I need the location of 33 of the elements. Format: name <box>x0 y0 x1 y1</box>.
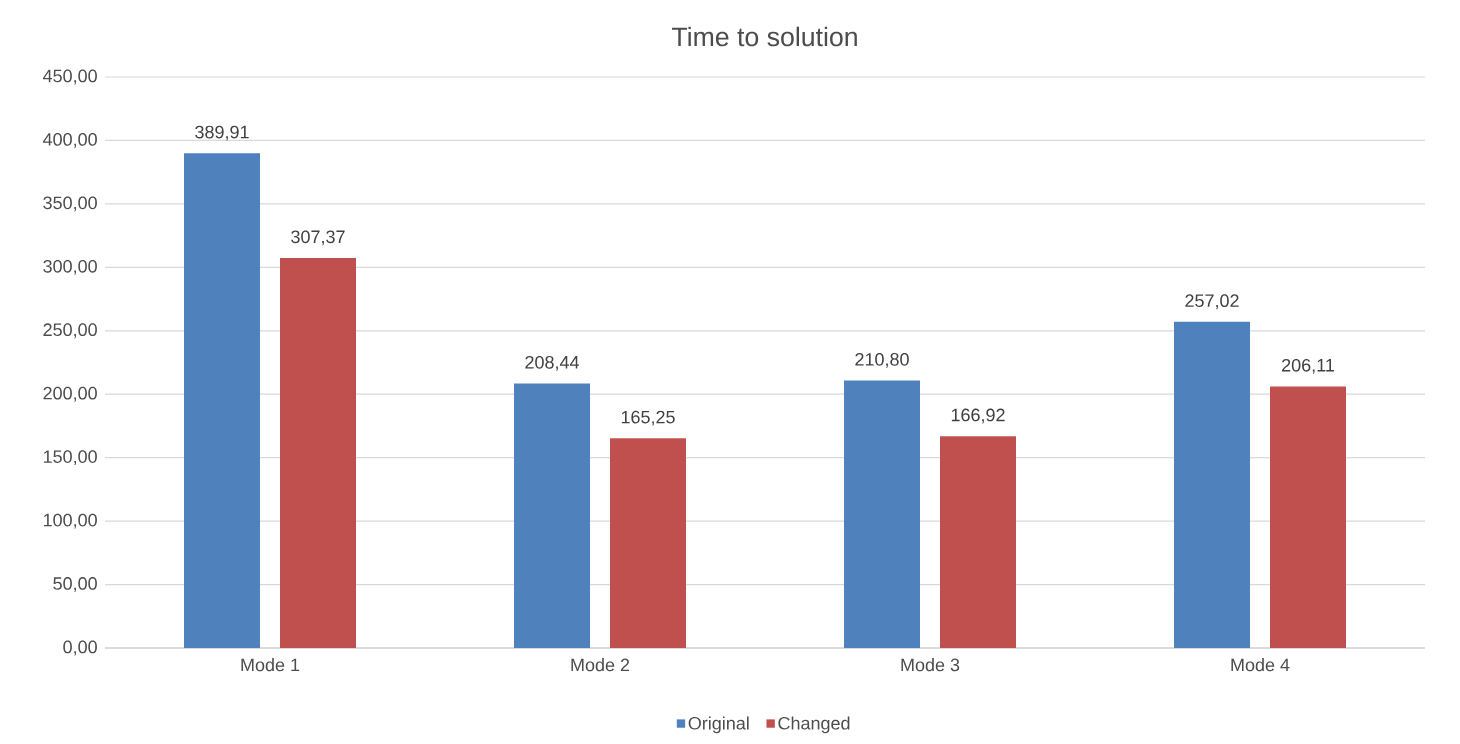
bar <box>844 380 921 648</box>
y-tick-label: 100,00 <box>43 513 97 529</box>
x-tick-label: Mode 4 <box>1231 658 1290 672</box>
chart-title: Time to solution <box>671 26 857 47</box>
x-tick-label: Mode 3 <box>901 658 960 672</box>
data-label: 307,37 <box>291 230 345 246</box>
y-tick-label: 200,00 <box>43 386 97 402</box>
data-label: 166,92 <box>951 408 1005 424</box>
y-tick-label: 450,00 <box>42 69 97 85</box>
data-label: 389,91 <box>195 125 249 141</box>
legend-label: Original <box>688 716 749 734</box>
legend-label: Changed <box>778 716 850 734</box>
y-tick-label: 250,00 <box>43 323 97 339</box>
data-label: 257,02 <box>1185 294 1239 310</box>
x-tick-label: Mode 2 <box>571 658 630 672</box>
y-tick-label: 350,00 <box>43 196 97 212</box>
bar <box>280 257 356 648</box>
bar <box>184 153 261 648</box>
y-tick-label: 0,00 <box>63 640 97 656</box>
x-tick-label: Mode 1 <box>241 658 300 672</box>
bar <box>514 383 591 648</box>
bar <box>1174 321 1251 648</box>
data-label: 165,25 <box>621 410 675 426</box>
y-tick-label: 400,00 <box>42 133 97 148</box>
bar <box>940 436 1017 648</box>
data-label: 206,11 <box>1282 358 1334 374</box>
data-label: 210,80 <box>855 352 909 368</box>
y-tick-label: 150,00 <box>43 450 97 466</box>
y-tick-label: 50,00 <box>53 577 97 592</box>
bar <box>1270 386 1347 648</box>
bar <box>610 438 687 648</box>
y-tick-label: 300,00 <box>43 259 97 275</box>
data-label: 208,44 <box>525 355 580 371</box>
